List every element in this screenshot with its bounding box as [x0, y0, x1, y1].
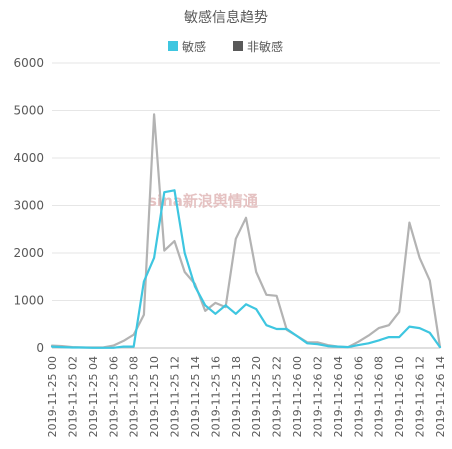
- y-tick-label: 1000: [13, 294, 44, 308]
- x-tick-label: 2019-11-25 08: [128, 356, 141, 437]
- y-tick-label: 0: [36, 341, 44, 355]
- x-tick-label: 2019-11-25 12: [169, 356, 182, 437]
- legend-swatch-sensitive: [168, 41, 178, 51]
- x-tick-label: 2019-11-26 12: [414, 356, 427, 437]
- gridlines: [52, 62, 440, 349]
- x-axis: 2019-11-25 00 2019-11-25 02 2019-11-25 04 2…: [46, 356, 447, 437]
- plot-area: [50, 113, 442, 349]
- y-tick-label: 3000: [13, 199, 44, 213]
- x-tick-label: 2019-11-26 04: [332, 356, 345, 437]
- x-tick-label: 2019-11-26 06: [352, 356, 365, 437]
- x-tick-label: 2019-11-26 14: [434, 356, 447, 437]
- x-tick-label: 2019-11-25 16: [209, 356, 222, 437]
- x-tick-label: 2019-11-26 08: [373, 356, 386, 437]
- y-axis: 0 1000 2000 3000 4000 5000 6000: [13, 56, 44, 355]
- y-tick-label: 6000: [13, 56, 44, 70]
- x-tick-label: 2019-11-25 06: [107, 356, 120, 437]
- x-tick-label: 2019-11-25 22: [271, 356, 284, 437]
- legend: 敏感 非敏感: [168, 39, 283, 54]
- series-line-nonsensitive: [50, 113, 442, 349]
- x-tick-label: 2019-11-25 10: [148, 356, 161, 437]
- legend-label-sensitive: 敏感: [182, 39, 206, 54]
- x-tick-label: 2019-11-26 02: [311, 356, 324, 437]
- legend-label-nonsensitive: 非敏感: [247, 39, 283, 54]
- x-tick-label: 2019-11-25 02: [66, 356, 79, 437]
- x-tick-label: 2019-11-25 14: [189, 356, 202, 437]
- series-line-sensitive: [50, 189, 442, 349]
- x-tick-label: 2019-11-26 00: [291, 356, 304, 437]
- y-tick-label: 5000: [13, 104, 44, 118]
- x-tick-label: 2019-11-25 04: [87, 356, 100, 437]
- y-tick-label: 2000: [13, 246, 44, 260]
- y-tick-label: 4000: [13, 151, 44, 165]
- x-tick-label: 2019-11-25 20: [250, 356, 263, 437]
- chart-title: 敏感信息趋势: [184, 9, 268, 26]
- x-tick-label: 2019-11-25 18: [230, 356, 243, 437]
- legend-swatch-nonsensitive: [233, 41, 243, 51]
- x-tick-label: 2019-11-25 00: [46, 356, 59, 437]
- x-tick-label: 2019-11-26 10: [393, 356, 406, 437]
